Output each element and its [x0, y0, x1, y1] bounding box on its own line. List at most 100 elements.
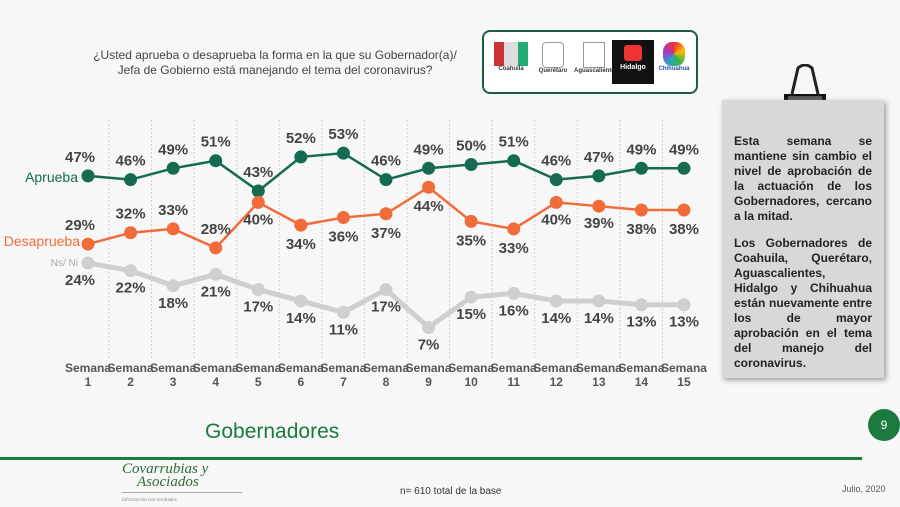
x-tick-label: Semana 11: [491, 361, 537, 389]
data-label: 16%: [499, 302, 529, 319]
data-label: 14%: [584, 310, 614, 327]
data-label: 36%: [328, 229, 358, 246]
data-point: [422, 161, 436, 175]
x-tick-label: Semana 4: [193, 361, 239, 389]
data-point: [124, 173, 138, 187]
data-point: [294, 294, 308, 308]
data-point: [592, 169, 606, 183]
data-point: [549, 294, 563, 308]
x-tick-label: Semana 15: [661, 361, 707, 389]
data-label: 28%: [201, 221, 231, 238]
data-label: 43%: [243, 164, 273, 181]
data-label: 35%: [456, 232, 486, 249]
data-point: [379, 207, 393, 221]
data-label: 37%: [371, 225, 401, 242]
data-point: [81, 256, 95, 270]
data-point: [81, 169, 95, 183]
data-label: 46%: [541, 153, 571, 170]
data-label: 44%: [414, 198, 444, 215]
data-point: [251, 184, 265, 198]
brand-logo: Covarrubias y Asociados Información con r…: [122, 462, 242, 507]
report-date: Julio, 2020: [842, 484, 886, 494]
data-label: 49%: [414, 141, 444, 158]
data-label: 38%: [626, 221, 656, 238]
data-label: 7%: [418, 336, 440, 353]
x-tick-label: Semana 5: [235, 361, 281, 389]
data-point: [507, 154, 521, 168]
data-label: 40%: [243, 211, 273, 228]
logo-aguascalientes: Aguascalientes: [574, 42, 618, 84]
data-label: 22%: [116, 280, 146, 297]
logo-chihuahua: Chihuahua: [656, 42, 692, 84]
data-label: 14%: [541, 310, 571, 327]
data-point: [166, 222, 180, 236]
data-label: 13%: [626, 314, 656, 331]
data-point: [81, 237, 95, 251]
x-tick-label: Semana 10: [448, 361, 494, 389]
logo-queretaro: Querétaro: [536, 42, 570, 84]
data-point: [549, 195, 563, 209]
x-tick-label: Semana 7: [320, 361, 366, 389]
data-point: [677, 161, 691, 175]
data-label: 11%: [329, 321, 358, 338]
data-point: [209, 267, 223, 281]
data-label: 46%: [371, 153, 401, 170]
data-point: [592, 199, 606, 213]
data-label: 18%: [158, 295, 188, 312]
data-point: [677, 298, 691, 312]
page-number: 9: [868, 409, 900, 441]
x-tick-label: Semana 14: [618, 361, 664, 389]
data-point: [336, 146, 350, 160]
data-point: [634, 298, 648, 312]
summary-panel: Esta semana se mantiene sin cambio el ni…: [722, 100, 884, 378]
x-tick-label: Semana 2: [108, 361, 154, 389]
x-tick-label: Semana 9: [406, 361, 452, 389]
x-tick-label: Semana 8: [363, 361, 409, 389]
data-point: [124, 226, 138, 240]
data-point: [336, 305, 350, 319]
data-point: [124, 264, 138, 278]
data-point: [634, 161, 648, 175]
data-point: [209, 241, 223, 255]
data-point: [549, 173, 563, 187]
logo-hidalgo: Hidalgo: [612, 40, 654, 84]
data-label: 49%: [626, 141, 656, 158]
data-point: [294, 218, 308, 232]
data-label: 32%: [116, 206, 146, 223]
data-point: [507, 222, 521, 236]
data-label: 53%: [328, 126, 358, 143]
data-label: 39%: [584, 215, 614, 232]
data-label: 33%: [158, 202, 188, 219]
x-tick-label: Semana 6: [278, 361, 324, 389]
x-tick-label: Semana 1: [65, 361, 111, 389]
data-label: 13%: [669, 314, 699, 331]
data-point: [251, 283, 265, 297]
data-label: 49%: [158, 141, 188, 158]
data-point: [251, 195, 265, 209]
data-label: 50%: [456, 138, 486, 155]
data-point: [464, 214, 478, 228]
logo-coahuila: Coahuila: [494, 42, 528, 84]
x-tick-label: Semana 12: [533, 361, 579, 389]
data-label: 14%: [286, 310, 316, 327]
data-point: [379, 283, 393, 297]
data-point: [422, 320, 436, 334]
data-label: 46%: [116, 153, 146, 170]
x-tick-label: Semana 3: [150, 361, 196, 389]
data-point: [634, 203, 648, 217]
data-label: 51%: [201, 134, 231, 151]
data-label: 49%: [669, 141, 699, 158]
divider: [0, 457, 862, 460]
data-point: [209, 154, 223, 168]
data-label: 34%: [286, 236, 316, 253]
data-label: 21%: [201, 283, 231, 300]
x-tick-label: Semana 13: [576, 361, 622, 389]
data-label: 52%: [286, 130, 316, 147]
data-point: [464, 158, 478, 171]
series-name: Ns/ Ni: [51, 258, 78, 269]
data-label: 38%: [669, 221, 699, 238]
data-label: 17%: [243, 299, 273, 316]
data-label: 40%: [541, 211, 571, 228]
data-label: 24%: [65, 272, 95, 289]
data-point: [166, 279, 180, 293]
